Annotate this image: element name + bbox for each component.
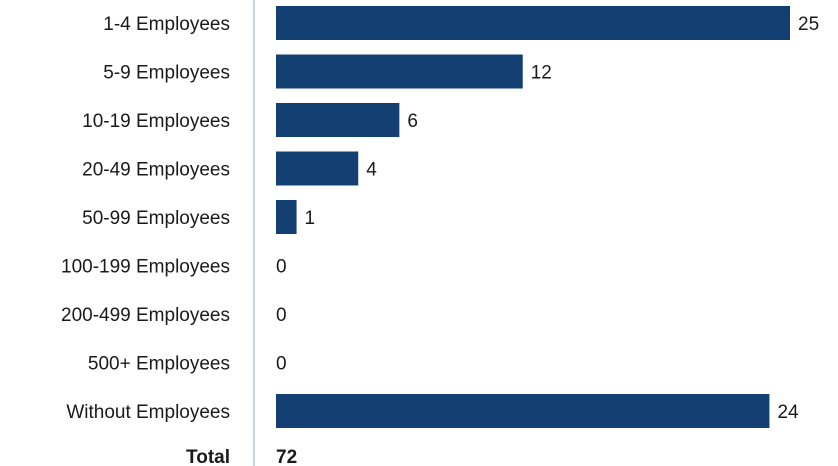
bar [276,200,297,234]
category-label: 500+ Employees [88,354,230,375]
total-label: Total [186,447,230,466]
bar-value-label: 0 [276,305,287,326]
category-label: Without Employees [66,402,230,423]
bar-value-label: 0 [276,354,287,375]
category-label: 100-199 Employees [61,257,230,278]
bar [276,394,770,428]
category-label: 200-499 Employees [61,305,230,326]
bar [276,103,400,137]
bar-value-label: 0 [276,257,287,278]
total-value: 72 [276,447,297,466]
category-label: 10-19 Employees [82,111,230,132]
bar-value-label: 24 [777,402,799,423]
bar-value-label: 25 [798,14,819,35]
bar-value-label: 6 [407,111,418,132]
bar-value-label: 4 [366,160,377,181]
bar [276,6,790,40]
bar-value-label: 1 [305,208,316,229]
bar [276,54,523,89]
category-label: 5-9 Employees [103,63,230,84]
bar-value-label: 12 [531,63,552,84]
category-label: 20-49 Employees [82,160,230,181]
category-label: 1-4 Employees [103,14,230,35]
category-label: 50-99 Employees [82,208,230,229]
bar-rows: 1-4 Employees 25 5-9 Employees 12 10-19 Empl… [61,6,819,428]
bar [276,151,359,186]
